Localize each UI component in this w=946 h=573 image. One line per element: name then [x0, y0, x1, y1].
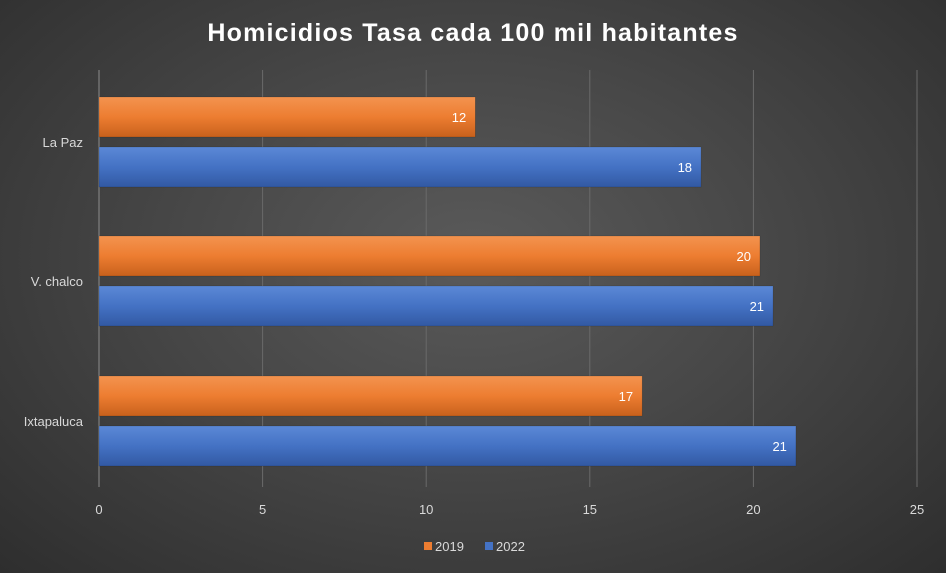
category-label-la-paz: La Paz	[43, 135, 83, 150]
category-label-v-chalco: V. chalco	[31, 274, 83, 289]
bar-2019-la-paz	[98, 96, 476, 138]
data-label-2019-la-paz: 12	[452, 110, 466, 125]
gridlines	[98, 70, 918, 487]
x-tick-label-25: 25	[910, 502, 924, 517]
legend-label-2019: 2019	[435, 539, 464, 554]
legend-swatch-2019	[424, 542, 432, 550]
bar-2022-la-paz	[98, 146, 702, 188]
x-tick-label-15: 15	[583, 502, 597, 517]
data-label-2022-v-chalco: 21	[750, 299, 764, 314]
bar-2022-ixtapaluca	[98, 425, 797, 467]
data-label-2022-ixtapaluca: 21	[772, 439, 786, 454]
x-tick-label-0: 0	[95, 502, 102, 517]
legend-swatch-2022	[485, 542, 493, 550]
x-tick-label-5: 5	[259, 502, 266, 517]
data-label-2022-la-paz: 18	[678, 160, 692, 175]
bar-2019-ixtapaluca	[98, 375, 643, 417]
data-label-2019-ixtapaluca: 17	[619, 389, 633, 404]
bars	[98, 96, 797, 467]
bar-2019-v-chalco	[98, 235, 761, 277]
x-tick-label-10: 10	[419, 502, 433, 517]
bar-2022-v-chalco	[98, 285, 774, 327]
chart-title: Homicidios Tasa cada 100 mil habitantes	[207, 19, 738, 47]
labels: 0 5 10 15 20 25 La Paz 12 18 V. chalco 20 21 Ixtapal…	[24, 110, 925, 517]
legend: 2019 2022	[424, 539, 525, 554]
data-label-2019-v-chalco: 20	[736, 249, 750, 264]
x-tick-label-20: 20	[746, 502, 760, 517]
legend-label-2022: 2022	[496, 539, 525, 554]
category-label-ixtapaluca: Ixtapaluca	[24, 414, 84, 429]
